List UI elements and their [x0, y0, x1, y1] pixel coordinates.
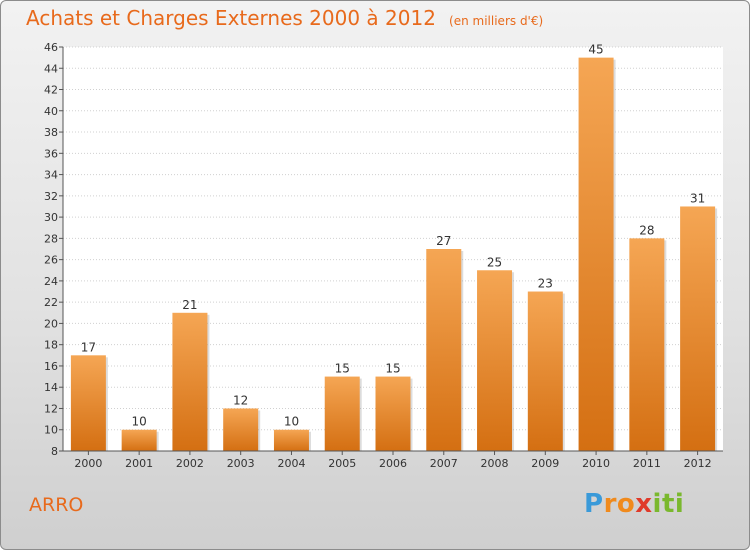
x-tick-label: 2002: [176, 457, 204, 470]
y-tick-label: 32: [44, 190, 58, 203]
y-tick-label: 18: [44, 339, 58, 352]
bar: [121, 429, 157, 451]
y-tick-label: 46: [44, 41, 58, 54]
logo-letter: i: [652, 489, 662, 519]
y-tick-label: 24: [44, 275, 58, 288]
bar-value-label: 28: [639, 223, 654, 237]
bar-value-label: 25: [487, 255, 502, 269]
y-tick-label: 16: [44, 360, 58, 373]
bar: [629, 238, 665, 451]
y-tick-label: 44: [44, 62, 58, 75]
bar: [375, 376, 411, 451]
bar: [477, 270, 513, 451]
title-row: Achats et Charges Externes 2000 à 2012 (…: [26, 6, 543, 30]
bar: [578, 57, 614, 451]
bar: [426, 249, 462, 451]
y-tick-label: 42: [44, 84, 58, 97]
x-tick-label: 2008: [481, 457, 509, 470]
x-tick-label: 2001: [125, 457, 153, 470]
logo-letter: r: [603, 489, 617, 519]
bar-value-label: 15: [385, 362, 400, 376]
y-tick-label: 12: [44, 402, 58, 415]
chart-title: Achats et Charges Externes 2000 à 2012: [26, 6, 436, 30]
y-tick-label: 34: [44, 169, 58, 182]
bar-value-label: 10: [132, 415, 147, 429]
y-tick-label: 14: [44, 381, 58, 394]
unit-label: (en milliers d'€): [449, 14, 544, 28]
bar-value-label: 31: [690, 191, 705, 205]
x-tick-label: 2004: [277, 457, 305, 470]
bar-value-label: 12: [233, 393, 248, 407]
x-tick-label: 2010: [582, 457, 610, 470]
y-tick-label: 20: [44, 317, 58, 330]
bar-value-label: 45: [588, 43, 603, 57]
x-tick-label: 2006: [379, 457, 407, 470]
bar: [527, 291, 563, 451]
x-tick-label: 2005: [328, 457, 356, 470]
proxiti-logo: Proxiti: [584, 489, 684, 519]
bar-value-label: 23: [538, 277, 553, 291]
y-tick-label: 22: [44, 296, 58, 309]
y-tick-label: 40: [44, 105, 58, 118]
y-tick-label: 30: [44, 211, 58, 224]
x-tick-label: 2011: [633, 457, 661, 470]
bar: [172, 312, 208, 451]
bar-value-label: 17: [81, 340, 96, 354]
logo-letter: i: [674, 489, 685, 519]
commune-name: ARRO: [29, 494, 84, 516]
y-tick-label: 36: [44, 147, 58, 160]
logo-letter: P: [584, 489, 604, 519]
y-tick-label: 28: [44, 232, 58, 245]
x-tick-label: 2007: [430, 457, 458, 470]
bar-value-label: 15: [335, 362, 350, 376]
y-tick-label: 10: [44, 424, 58, 437]
y-tick-label: 38: [44, 126, 58, 139]
x-tick-label: 2012: [684, 457, 712, 470]
logo-letter: t: [661, 489, 675, 519]
bar: [680, 206, 716, 451]
x-tick-label: 2009: [531, 457, 559, 470]
y-tick-label: 26: [44, 254, 58, 267]
bar: [70, 355, 106, 451]
bar-value-label: 21: [182, 298, 197, 312]
bar: [273, 429, 309, 451]
x-tick-label: 2003: [227, 457, 255, 470]
bar-value-label: 10: [284, 415, 299, 429]
bar-value-label: 27: [436, 234, 451, 248]
bar: [324, 376, 360, 451]
bar: [223, 408, 259, 451]
y-tick-label: 8: [51, 445, 58, 458]
x-tick-label: 2000: [74, 457, 102, 470]
logo-letter: x: [635, 489, 653, 519]
logo-letter: o: [616, 489, 636, 519]
